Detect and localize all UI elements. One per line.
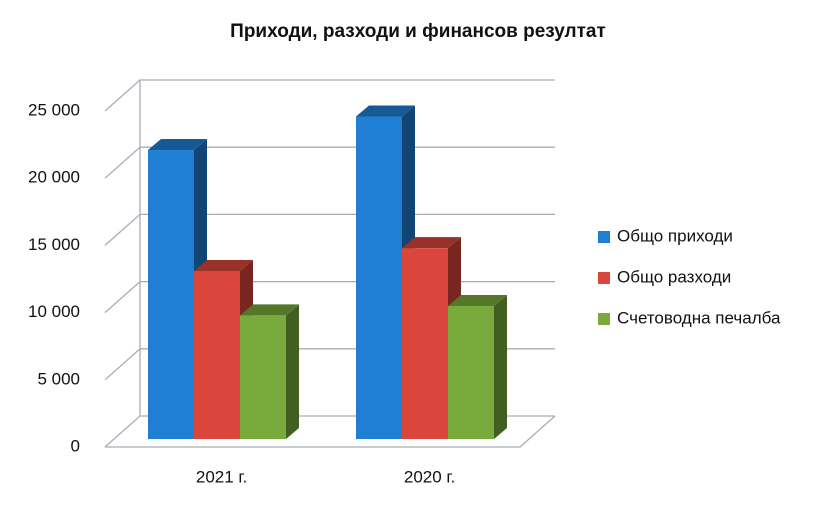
bar-top [448, 294, 507, 306]
bar-top [402, 237, 461, 249]
y-tick-label: 5 000 [37, 369, 80, 388]
legend-swatch [598, 231, 610, 243]
bar-side [494, 294, 507, 439]
bar-side [286, 304, 299, 439]
bar [448, 305, 494, 439]
x-tick-label: 2020 г. [404, 467, 455, 486]
bar-top [240, 304, 299, 316]
legend-label: Счетоводна печалба [617, 308, 781, 327]
chart-title: Приходи, разходи и финансов резултат [230, 21, 606, 42]
bar [402, 248, 448, 439]
bar-top [356, 105, 415, 117]
y-tick-label: 10 000 [28, 302, 80, 321]
legend-label: Общо разходи [617, 267, 731, 286]
legend-label: Общо приходи [617, 226, 733, 245]
y-tick-label: 15 000 [28, 235, 80, 254]
y-tick-label: 0 [71, 436, 80, 455]
bar-top [148, 139, 207, 151]
bar [194, 271, 240, 439]
x-tick-label: 2021 г. [196, 467, 247, 486]
bar [240, 315, 286, 439]
legend-swatch [598, 313, 610, 325]
grid-line [104, 79, 555, 112]
bar-top [194, 260, 253, 271]
y-tick-label: 25 000 [28, 100, 80, 119]
floor [105, 415, 556, 448]
bar [356, 116, 402, 439]
bar [148, 150, 194, 440]
y-tick-label: 20 000 [28, 168, 80, 187]
legend-swatch [598, 272, 610, 284]
